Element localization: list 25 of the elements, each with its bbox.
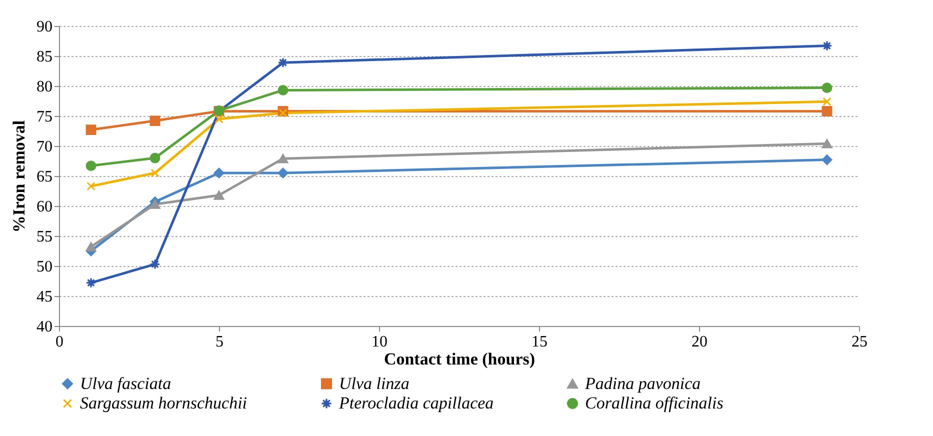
x-axis-title: Contact time (hours)	[384, 350, 536, 368]
legend-label: Padina pavonica	[584, 374, 701, 393]
legend-label: Ulva fasciata	[80, 374, 172, 393]
x-tick-label: 5	[216, 334, 224, 350]
x-tick-label: 10	[372, 334, 388, 350]
y-tick-label: 80	[36, 78, 52, 96]
legend-label: Pterocladia capillacea	[338, 394, 494, 412]
x-tick-label: 0	[56, 334, 64, 350]
y-axis-title: %Iron removal	[10, 120, 28, 233]
legend-label: Corallina officinalis	[585, 394, 724, 412]
y-tick-label: 75	[36, 108, 52, 126]
y-tick-label: 90	[36, 18, 52, 36]
legend-label: Ulva linza	[339, 374, 410, 393]
y-tick-label: 40	[36, 318, 52, 336]
y-tick-label: 55	[36, 228, 52, 246]
y-tick-label: 85	[36, 48, 52, 66]
x-tick-label: 20	[692, 334, 708, 350]
y-tick-label: 60	[36, 198, 52, 216]
x-tick-label: 25	[852, 334, 868, 350]
x-tick-label: 15	[532, 334, 548, 350]
y-tick-label: 70	[36, 138, 52, 156]
y-tick-label: 50	[36, 258, 52, 276]
y-tick-label: 45	[36, 288, 52, 306]
legend-label: Sargassum hornschuchii	[80, 394, 248, 412]
y-tick-label: 65	[36, 168, 52, 186]
